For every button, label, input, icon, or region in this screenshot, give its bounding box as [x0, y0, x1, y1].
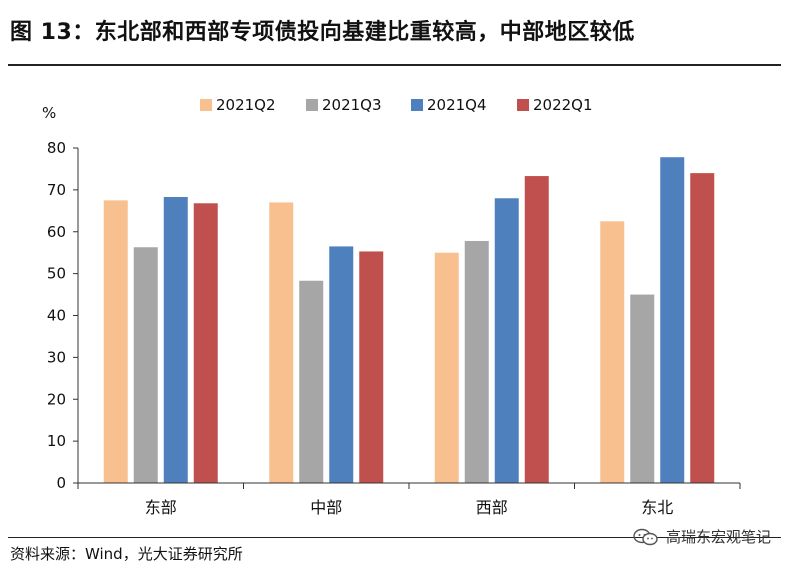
- legend-swatch: [306, 99, 318, 111]
- wechat-icon: [632, 527, 660, 547]
- bar: [464, 240, 489, 483]
- bar: [660, 157, 685, 483]
- x-tick-label: 中部: [310, 498, 342, 517]
- y-tick-label: 20: [47, 390, 66, 408]
- bar-chart: 2021Q2 2021Q3 2021Q4 2022Q1 % 0 10 20 30 40 50 60…: [42, 96, 741, 517]
- legend-label: 2021Q3: [322, 96, 382, 114]
- y-axis: 0 10 20 30 40 50 60 70 80: [47, 139, 79, 492]
- legend-label: 2021Q2: [216, 96, 276, 114]
- x-tick-label: 东部: [145, 498, 177, 517]
- legend-label: 2022Q1: [533, 96, 593, 114]
- title-rule: [8, 64, 781, 66]
- x-axis: 东部 中部 西部 东北: [77, 482, 741, 517]
- legend-swatch: [517, 99, 529, 111]
- y-tick-label: 0: [56, 474, 66, 492]
- bar: [524, 176, 549, 483]
- y-tick-label: 80: [47, 139, 66, 157]
- bar: [600, 221, 625, 483]
- bar: [630, 294, 655, 483]
- legend-swatch: [200, 99, 212, 111]
- watermark: 高瑞东宏观笔记: [632, 526, 771, 547]
- y-tick-label: 40: [47, 307, 66, 325]
- x-tick-label: 西部: [476, 498, 508, 517]
- source-note: 资料来源：Wind，光大证券研究所: [10, 545, 243, 563]
- bar: [133, 247, 158, 483]
- bar-series: [103, 157, 715, 483]
- chart-legend: 2021Q2 2021Q3 2021Q4 2022Q1: [200, 96, 593, 114]
- bar: [359, 251, 384, 483]
- bar: [494, 198, 519, 483]
- x-tick-label: 东北: [641, 498, 673, 517]
- legend-swatch: [411, 99, 423, 111]
- y-axis-label: %: [42, 104, 56, 122]
- y-tick-label: 70: [47, 181, 66, 199]
- y-tick-label: 10: [47, 432, 66, 450]
- bar: [103, 200, 128, 483]
- legend-label: 2021Q4: [427, 96, 487, 114]
- bar: [434, 252, 459, 483]
- bar: [269, 202, 294, 483]
- y-tick-label: 30: [47, 348, 66, 366]
- bar: [329, 246, 354, 483]
- bar: [299, 280, 324, 483]
- figure-title: 图 13：东北部和西部专项债投向基建比重较高，中部地区较低: [10, 20, 635, 45]
- y-tick-label: 50: [47, 265, 66, 283]
- y-tick-label: 60: [47, 223, 66, 241]
- bar: [690, 173, 715, 483]
- bar: [193, 203, 218, 483]
- bar: [163, 196, 188, 483]
- source-rule: [8, 537, 781, 538]
- watermark-text: 高瑞东宏观笔记: [665, 528, 771, 546]
